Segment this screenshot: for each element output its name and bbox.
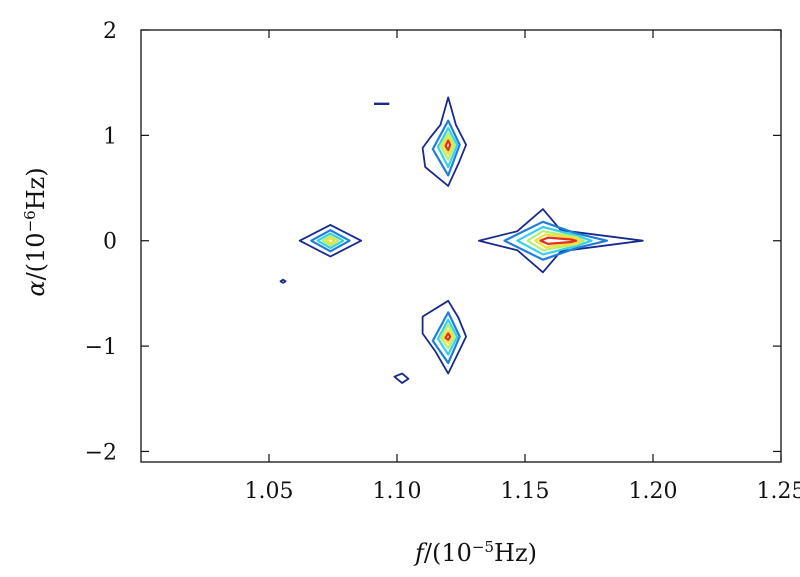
x-tick-label-1: 1.10 xyxy=(373,479,422,504)
tick-labels: 1.05 1.10 1.15 1.20 1.25 2 1 0 −1 −2 xyxy=(85,19,800,504)
y-axis-label: α/(10−6Hz) xyxy=(21,167,50,296)
x-tick-label-4: 1.25 xyxy=(757,479,800,504)
peak-0-contour-4 xyxy=(442,136,454,156)
peak-1 xyxy=(421,299,468,375)
contour-lines xyxy=(279,96,644,384)
peak-2-contour-0 xyxy=(298,223,363,258)
y-tick-label-2: 0 xyxy=(103,230,117,255)
peak-2-contour-4 xyxy=(325,237,336,245)
peak-1-contour-0 xyxy=(421,299,468,375)
peak-3 xyxy=(477,208,644,274)
peak-3-contour-4 xyxy=(534,233,582,249)
peak-0-contour-3 xyxy=(439,132,456,161)
peak-0-contour-5 xyxy=(444,139,452,152)
peak-2-contour-3 xyxy=(321,234,340,247)
plot-frame xyxy=(140,29,782,463)
x-tick-label-2: 1.15 xyxy=(501,479,550,504)
peak-3-contour-5 xyxy=(539,236,578,245)
y-tick-label-0: 2 xyxy=(103,19,117,44)
peak-3-contour-3 xyxy=(526,230,586,252)
peak-3-contour-0 xyxy=(477,208,644,274)
peak-0-contour-0 xyxy=(421,96,468,187)
small-contour-0 xyxy=(393,372,410,384)
peak-3-contour-2 xyxy=(516,225,593,256)
small-contour-1 xyxy=(279,278,287,284)
peak-1-contour-5 xyxy=(444,332,452,341)
y-tick-label-1: 1 xyxy=(103,124,117,149)
y-tick-label-4: −2 xyxy=(85,440,117,465)
axis-ticks xyxy=(141,29,782,462)
x-tick-label-0: 1.05 xyxy=(245,479,294,504)
x-tick-label-3: 1.20 xyxy=(629,479,678,504)
peak-2 xyxy=(298,223,363,258)
peak-2-contour-1 xyxy=(310,229,351,253)
peak-1-contour-3 xyxy=(439,323,456,350)
peak-0-contour-1 xyxy=(431,119,461,177)
peak-3-contour-1 xyxy=(503,220,609,261)
peak-0-contour-2 xyxy=(436,126,459,169)
peak-0 xyxy=(421,96,468,187)
peak-1-contour-1 xyxy=(431,311,461,365)
peak-2-contour-2 xyxy=(316,232,345,250)
y-tick-label-3: −1 xyxy=(85,335,117,360)
x-axis-label: f/(10−5Hz) xyxy=(413,538,537,567)
peak-1-contour-2 xyxy=(436,318,459,356)
peak-1-contour-4 xyxy=(442,329,454,344)
